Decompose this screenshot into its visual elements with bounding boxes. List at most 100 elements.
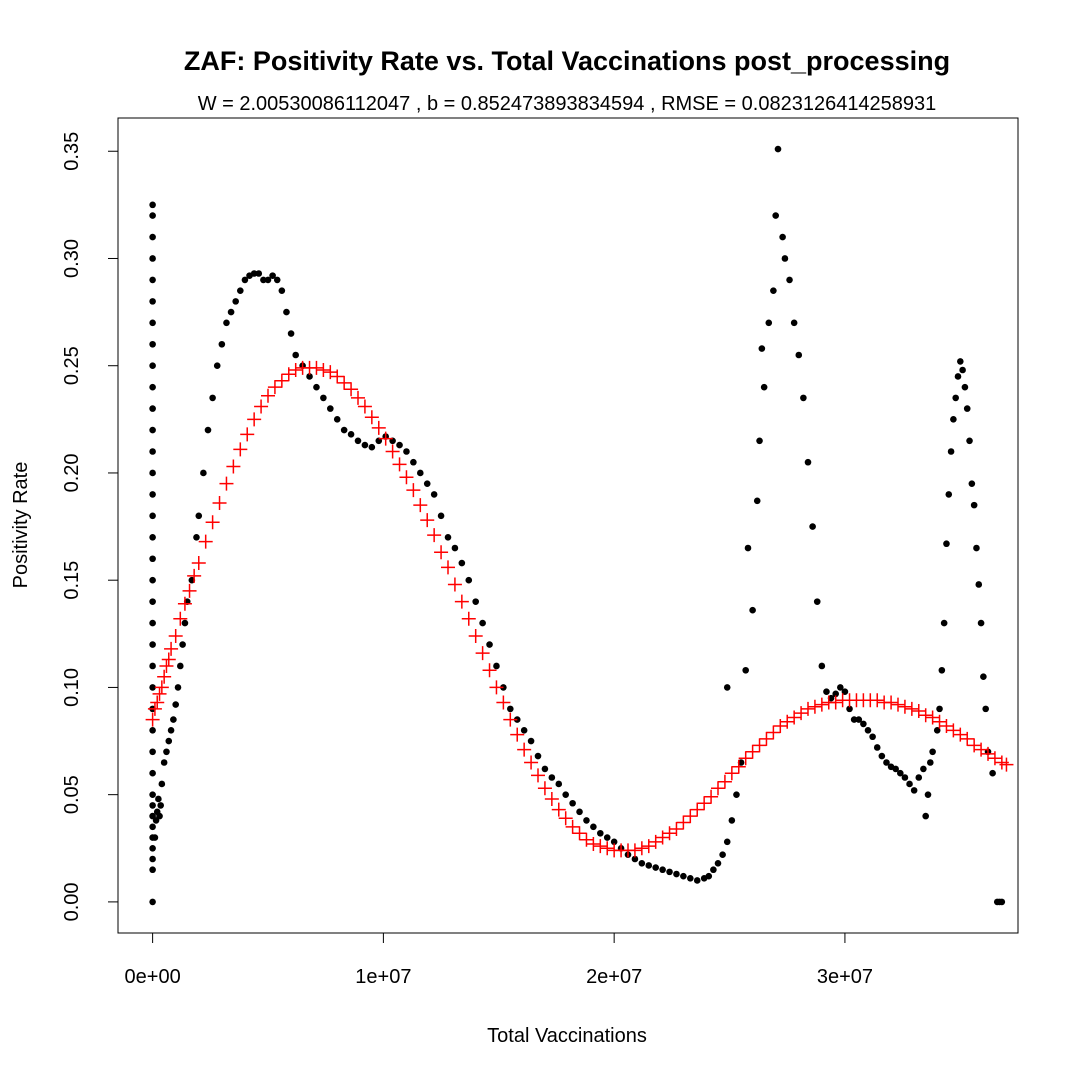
data-point: [444, 533, 452, 541]
data-point-plus: [357, 399, 372, 414]
data-point: [149, 255, 156, 262]
data-point-plus: [330, 369, 345, 384]
data-point: [403, 448, 410, 455]
data-point: [673, 870, 680, 878]
data-point: [927, 759, 934, 766]
data-point: [742, 666, 749, 674]
data-point-plus: [261, 388, 275, 403]
data-point-plus: [897, 699, 912, 714]
data-point: [710, 866, 717, 874]
data-point-plus: [904, 701, 919, 716]
y-tick-label: 0.25: [61, 346, 83, 385]
data-point: [320, 394, 327, 402]
data-point: [915, 774, 923, 781]
data-point: [149, 201, 156, 209]
data-point: [149, 491, 156, 498]
data-point: [149, 426, 156, 434]
data-point: [534, 752, 542, 760]
data-point-plus: [517, 742, 532, 757]
data-point: [779, 233, 786, 241]
data-point: [179, 641, 186, 648]
data-point: [292, 351, 299, 359]
data-point-plus: [711, 781, 725, 796]
data-point: [583, 817, 590, 824]
data-point-plus: [198, 534, 213, 549]
data-point-plus: [683, 809, 698, 824]
data-point-plus: [337, 375, 352, 390]
data-point-plus: [807, 699, 822, 714]
data-point-plus: [309, 360, 324, 375]
data-point: [744, 544, 752, 552]
data-point-plus: [434, 545, 449, 560]
data-point: [977, 619, 985, 627]
data-point: [968, 480, 976, 487]
data-point: [149, 319, 156, 327]
data-point: [786, 276, 793, 284]
data-point: [227, 308, 235, 316]
data-point-plus: [482, 663, 497, 678]
data-point: [149, 802, 156, 809]
data-point: [945, 491, 953, 498]
data-point: [832, 690, 839, 698]
data-point: [149, 555, 156, 563]
data-point: [970, 501, 978, 509]
data-point: [195, 512, 203, 520]
data-point: [204, 426, 212, 434]
data-point-plus: [150, 695, 165, 710]
data-point: [149, 576, 156, 584]
x-axis-title: Total Vaccinations: [487, 1025, 647, 1047]
data-point: [998, 898, 1006, 906]
data-point-plus: [489, 680, 504, 695]
data-point-plus: [226, 459, 241, 474]
data-point: [823, 688, 830, 696]
data-point-plus: [219, 476, 234, 491]
data-point-plus: [351, 390, 365, 405]
data-point: [645, 862, 653, 869]
data-point: [989, 769, 996, 777]
data-point-plus: [960, 731, 975, 746]
data-point-plus: [164, 641, 179, 656]
data-point: [961, 383, 969, 391]
data-point-plus: [205, 515, 220, 530]
data-point: [892, 765, 899, 773]
data-point: [149, 233, 156, 241]
data-point: [973, 544, 980, 552]
data-point: [155, 795, 162, 803]
data-point: [479, 619, 486, 627]
data-point: [855, 716, 863, 723]
data-point: [809, 523, 816, 530]
y-tick-label: 0.20: [61, 453, 83, 492]
data-point: [795, 351, 803, 359]
data-point: [659, 866, 666, 874]
data-point: [936, 705, 943, 713]
data-point: [209, 394, 216, 402]
data-point: [149, 866, 156, 874]
data-point: [804, 458, 812, 466]
data-point-plus: [627, 843, 642, 858]
data-point-plus: [454, 594, 469, 609]
y-tick-label: 0.35: [61, 132, 83, 171]
data-point-plus: [385, 444, 400, 459]
data-point-plus: [586, 836, 601, 851]
data-point-plus: [565, 819, 580, 834]
data-point: [590, 823, 597, 831]
data-point: [250, 270, 258, 277]
data-point-plus: [152, 686, 167, 701]
data-point-plus: [461, 611, 476, 626]
data-point: [569, 799, 576, 807]
data-point: [237, 287, 244, 294]
data-point-plus: [233, 442, 248, 457]
x-axis: 0e+00 1e+07 2e+07 3e+07: [125, 932, 873, 988]
data-point: [966, 437, 973, 445]
data-point-plus: [704, 789, 719, 804]
data-point: [149, 684, 156, 691]
data-point-plus: [157, 669, 172, 684]
data-point: [170, 716, 177, 723]
data-point-plus: [731, 759, 746, 774]
data-point: [813, 598, 821, 605]
data-point: [410, 458, 417, 466]
data-point: [959, 366, 966, 374]
data-point: [850, 716, 858, 723]
data-point: [354, 437, 362, 445]
